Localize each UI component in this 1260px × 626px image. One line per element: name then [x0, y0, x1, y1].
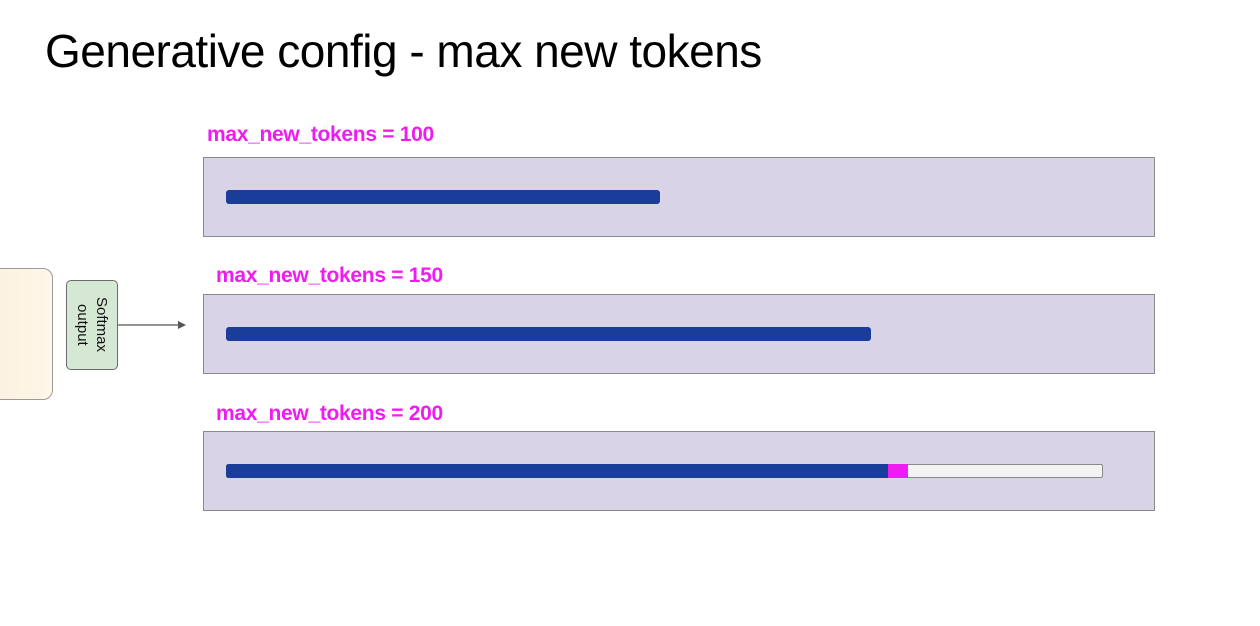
token-bar-150: [226, 327, 871, 341]
token-bar-100: [226, 190, 660, 204]
row-label-100: max_new_tokens = 100: [207, 123, 434, 146]
token-overflow-200: [888, 464, 908, 478]
page-title: Generative config - max new tokens: [45, 25, 762, 77]
arrow-icon: [118, 321, 186, 329]
softmax-output-label: Softmax output: [74, 297, 110, 353]
row-label-200: max_new_tokens = 200: [216, 402, 443, 425]
softmax-output-box: Softmax output: [66, 280, 118, 370]
token-bar-200: [226, 464, 888, 478]
model-block: [0, 268, 53, 400]
row-label-150: max_new_tokens = 150: [216, 264, 443, 287]
